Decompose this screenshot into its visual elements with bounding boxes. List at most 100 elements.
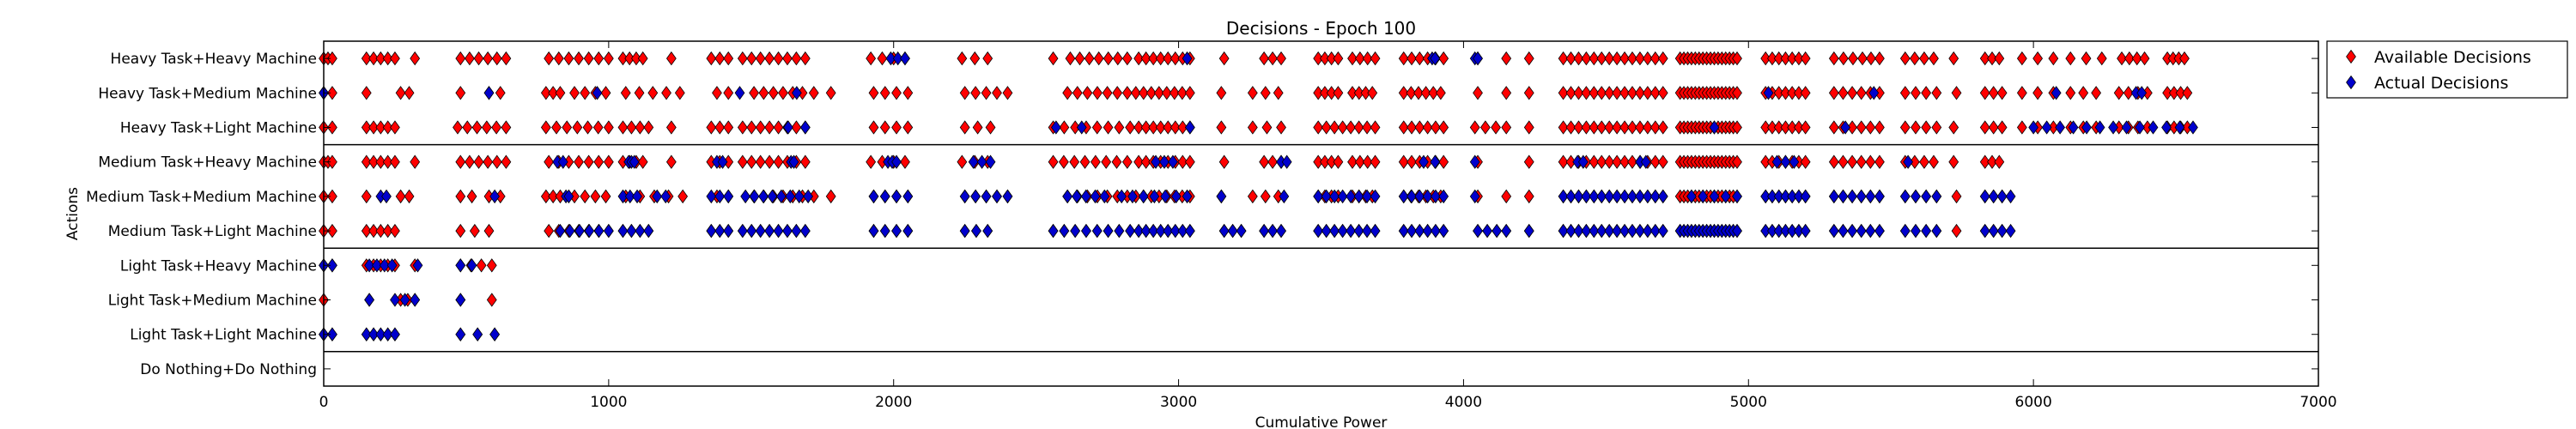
data-point [327,189,337,204]
data-point [1865,223,1876,239]
y-tick-label: Do Nothing+Do Nothing [140,361,317,378]
data-point [799,120,811,135]
data-point [1059,223,1070,239]
data-point [1099,189,1110,204]
data-point [1619,51,1630,66]
data-point [1353,86,1364,100]
data-point [1121,51,1133,66]
data-point [1847,223,1857,239]
data-point [1649,120,1661,135]
data-point [1159,154,1170,169]
data-point [1994,154,2005,169]
data-point [1140,51,1151,66]
data-point [582,120,593,135]
y-tick-label: Light Task+Heavy Machine [120,257,317,275]
data-point [592,120,604,135]
data-point [2048,51,2059,66]
data-point [1267,154,1278,169]
data-point [968,154,979,169]
data-point [390,223,400,239]
data-point [1911,120,1921,135]
data-point [626,120,637,135]
data-point [1469,189,1480,204]
data-point [900,154,910,169]
data-point [1627,86,1637,100]
data-point [1370,189,1381,204]
data-point [1076,120,1087,135]
data-point [1329,223,1340,239]
data-point [364,258,374,273]
data-point [580,189,591,204]
data-point [737,154,748,169]
data-point [1780,51,1791,66]
data-point [746,120,757,135]
data-point [469,223,480,239]
data-point [1649,154,1661,169]
data-point [1619,154,1630,169]
data-point [563,51,574,66]
data-point [327,86,337,100]
data-point [569,86,580,100]
data-point [764,223,775,239]
data-point [1140,223,1151,239]
data-point [1604,223,1615,239]
data-point [1479,120,1491,135]
data-point [1218,154,1230,169]
data-point [361,223,372,239]
data-point [1127,189,1138,204]
data-point [737,223,748,239]
data-point [1413,86,1424,100]
data-point [1145,86,1157,100]
data-point [1847,154,1857,169]
data-point [1406,223,1417,239]
data-point [624,51,635,66]
data-point [1800,51,1811,66]
data-point [1523,223,1534,239]
data-point [1794,189,1804,204]
data-point [1058,154,1069,169]
data-point [2081,120,2092,135]
data-point [1604,51,1615,66]
data-point [1062,189,1073,204]
data-point [382,120,393,135]
data-point [1686,189,1697,204]
data-point [1406,51,1417,66]
data-point [453,120,463,135]
data-point [580,86,591,100]
data-point [1642,120,1653,135]
data-point [412,258,423,273]
y-tick-label: Light Task+Light Machine [130,327,317,344]
data-point [603,154,614,169]
data-point [746,154,757,169]
data-point [1642,189,1653,204]
data-point [1874,51,1885,66]
data-point [788,154,799,169]
data-point [1523,189,1534,204]
data-point [1438,120,1449,135]
data-point [1313,120,1324,135]
data-point [2094,120,2105,135]
data-point [866,154,877,169]
data-point [1065,51,1076,66]
data-point [714,120,726,135]
data-point [957,154,968,169]
data-point [1406,189,1417,204]
data-point [1320,154,1330,169]
plot-frame [323,40,2319,387]
data-point [1649,223,1661,239]
legend-label-actual: Actual Decisions [2374,74,2508,93]
data-point [1313,223,1324,239]
data-point [1627,120,1637,135]
data-point [1589,86,1600,100]
data-point [1112,51,1123,66]
data-point [603,51,614,66]
data-point [1422,189,1433,204]
data-point [1360,86,1371,100]
data-point [1931,189,1942,204]
data-point [1720,189,1731,204]
data-point [1130,86,1141,100]
data-point [1732,189,1742,204]
data-point [455,86,466,100]
data-point [379,258,390,273]
data-point [1565,223,1577,239]
